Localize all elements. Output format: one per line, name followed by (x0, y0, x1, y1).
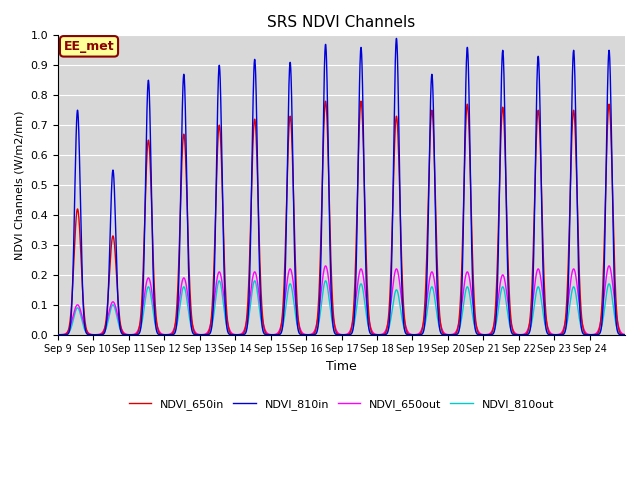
Line: NDVI_810in: NDVI_810in (58, 38, 625, 335)
NDVI_810in (534, 55, 542, 61)
Line: NDVI_810out: NDVI_810out (58, 281, 625, 335)
NDVI_650in (534, 108, 542, 114)
NDVI_650in (500, 130, 508, 136)
NDVI_810out (54, 332, 62, 337)
Y-axis label: NDVI Channels (W/m2/nm): NDVI Channels (W/m2/nm) (15, 110, 25, 260)
NDVI_650in (170, 327, 178, 333)
NDVI_810out (465, 286, 472, 291)
NDVI_650in (54, 332, 62, 337)
NDVI_810out (621, 332, 629, 337)
NDVI_810in (392, 36, 400, 41)
NDVI_810in (415, 332, 422, 337)
NDVI_810in (615, 331, 623, 337)
Line: NDVI_650out: NDVI_650out (58, 266, 625, 335)
Text: EE_met: EE_met (64, 40, 115, 53)
NDVI_650in (621, 332, 629, 337)
Title: SRS NDVI Channels: SRS NDVI Channels (268, 15, 415, 30)
X-axis label: Time: Time (326, 360, 357, 373)
NDVI_810in (170, 331, 178, 337)
NDVI_650in (357, 98, 365, 104)
NDVI_650in (465, 110, 472, 116)
NDVI_650out (54, 332, 62, 337)
Line: NDVI_650in: NDVI_650in (58, 101, 625, 335)
NDVI_810out (615, 330, 623, 336)
NDVI_650in (615, 326, 623, 332)
NDVI_810in (621, 332, 629, 337)
NDVI_650out (605, 263, 613, 269)
NDVI_650out (170, 325, 178, 331)
NDVI_810in (465, 62, 472, 68)
NDVI_650out (500, 276, 508, 281)
NDVI_810out (170, 330, 178, 336)
NDVI_810out (534, 284, 542, 290)
NDVI_810out (500, 288, 508, 294)
NDVI_810out (415, 332, 422, 337)
NDVI_810in (54, 332, 62, 337)
NDVI_650out (534, 266, 542, 272)
NDVI_650out (414, 331, 422, 337)
NDVI_810in (500, 96, 508, 102)
Legend: NDVI_650in, NDVI_810in, NDVI_650out, NDVI_810out: NDVI_650in, NDVI_810in, NDVI_650out, NDV… (125, 394, 558, 414)
NDVI_810out (216, 278, 223, 284)
NDVI_650out (621, 332, 629, 337)
NDVI_650out (615, 324, 623, 330)
NDVI_650out (464, 270, 472, 276)
NDVI_650in (415, 332, 422, 337)
